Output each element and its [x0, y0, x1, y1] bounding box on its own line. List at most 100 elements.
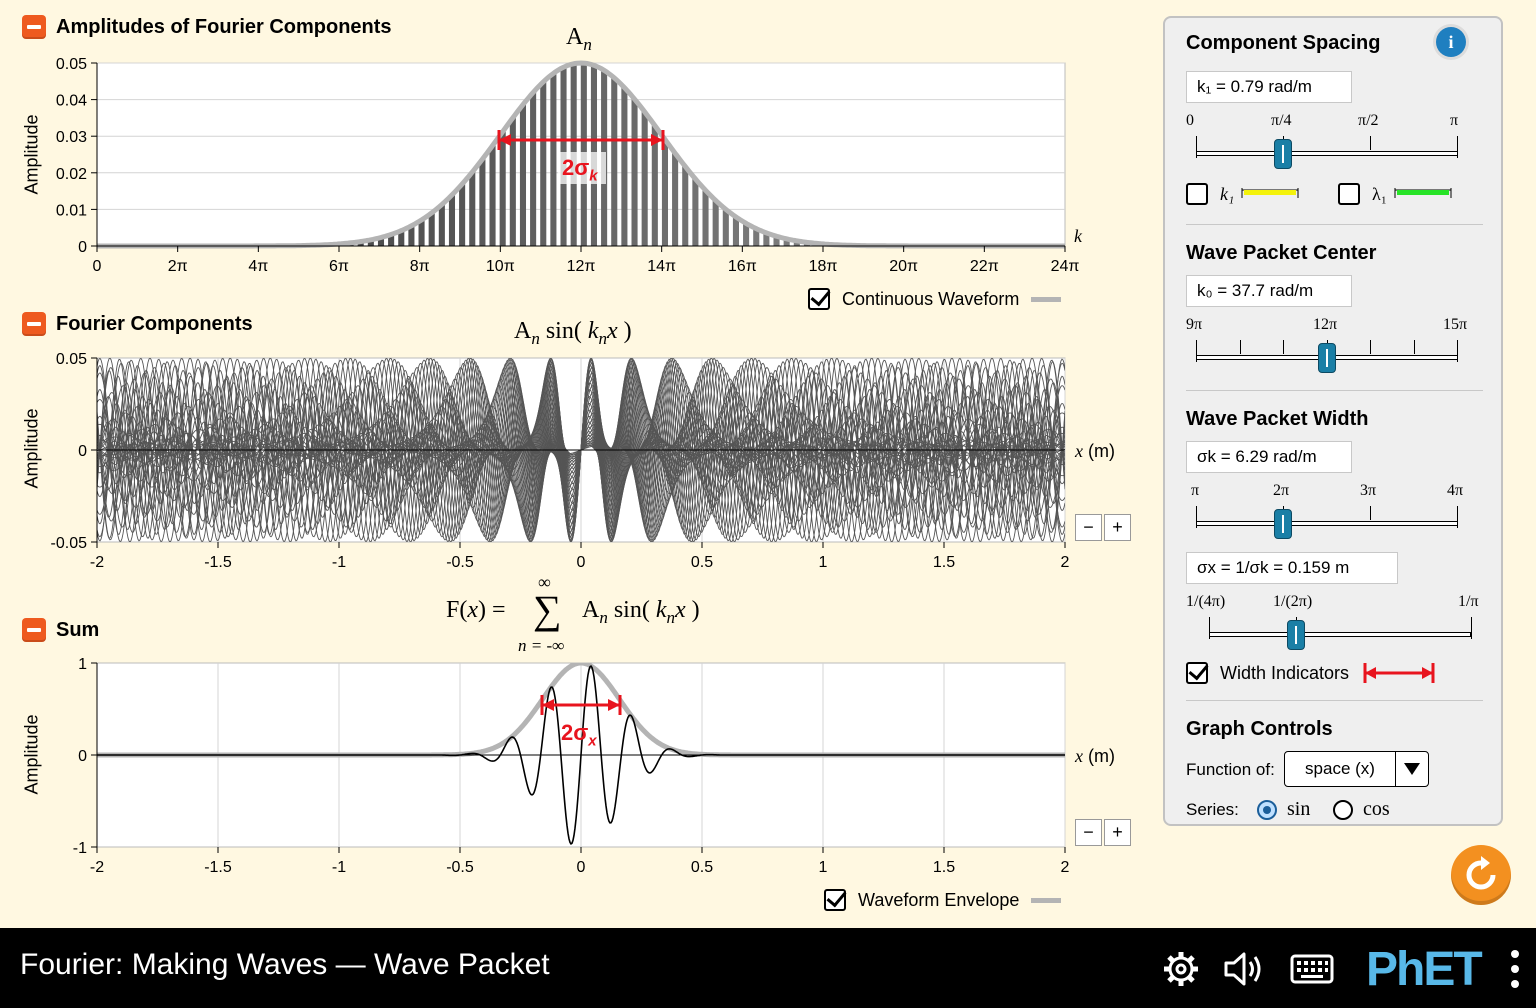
width-slider-thumb[interactable] [1274, 509, 1292, 539]
component-spacing-title: Component Spacing [1186, 32, 1381, 54]
series-sin-radio-button[interactable] [1257, 799, 1277, 820]
amp-x-tick-label: 24π [1051, 258, 1080, 275]
sigma-k-readout: σk = 6.29 rad/m [1186, 441, 1352, 473]
k1-checkbox[interactable]: k₁ [1186, 183, 1300, 205]
y-tick-label: 1 [78, 656, 87, 673]
gear-icon[interactable] [1162, 950, 1200, 988]
amplitudes-equation: An [566, 24, 592, 54]
center-slider-thumb[interactable] [1318, 343, 1336, 373]
info-icon[interactable]: i [1436, 27, 1466, 57]
x-tick-label: 1.5 [933, 554, 955, 571]
x-tick-label: 2 [1061, 859, 1070, 876]
sum-width-label: 2σx [561, 720, 597, 750]
phet-logo[interactable]: PhET [1366, 943, 1483, 996]
amplitude-bar [367, 239, 374, 246]
sum-zoom-out-button[interactable]: − [1075, 819, 1102, 846]
series-sin-label: sin [1287, 798, 1311, 820]
amplitude-bar [682, 166, 689, 246]
sum-zoom-controls: − + [1075, 819, 1131, 846]
x-tick-label: 0 [577, 554, 586, 571]
width-indicator-icon [1363, 663, 1435, 683]
amplitude-bar [519, 104, 527, 246]
width-tick-3: 4π [1447, 482, 1464, 499]
x-tick-label: 0 [577, 859, 586, 876]
series-cos-radio[interactable]: cos [1333, 798, 1390, 821]
amplitude-bar [530, 92, 537, 246]
center-tick-2: 15π [1443, 316, 1468, 333]
width-indicators-checkbox[interactable]: Width Indicators [1186, 662, 1435, 684]
sum-zoom-in-button[interactable]: + [1104, 819, 1131, 846]
waveform-envelope-checkbox[interactable]: Waveform Envelope [824, 889, 1062, 911]
sum-x-unit: x (m) [1075, 746, 1115, 766]
amplitude-bar [550, 73, 557, 246]
amp-x-tick-label: 20π [889, 258, 918, 275]
continuous-waveform-checkbox[interactable]: Continuous Waveform [808, 288, 1062, 310]
amp-x-tick-label: 16π [728, 258, 757, 275]
amp-y-tick-label: 0.01 [56, 202, 87, 219]
amplitude-bar [672, 153, 679, 246]
amplitude-bar [469, 172, 476, 246]
amp-x-tick-label: 22π [970, 258, 999, 275]
y-tick-label: 0.05 [56, 351, 87, 368]
waveform-envelope-checkbox-box[interactable] [824, 889, 846, 911]
x-tick-label: 1 [819, 859, 828, 876]
components-zoom-out-button[interactable]: − [1075, 514, 1102, 541]
components-equation: An sin( knx ) [514, 318, 632, 348]
components-collapse-button[interactable] [22, 312, 46, 336]
more-options-icon[interactable] [1508, 948, 1522, 990]
function-of-value: space (x) [1285, 752, 1396, 786]
amplitudes-collapse-button[interactable] [22, 15, 46, 39]
amplitudes-width-label: 2σk [562, 155, 598, 185]
width-indicators-checkbox-box[interactable] [1186, 662, 1208, 684]
sum-collapse-button[interactable] [22, 618, 46, 642]
components-zoom-in-button[interactable]: + [1104, 514, 1131, 541]
keyboard-icon[interactable] [1290, 954, 1334, 984]
x-tick-label: -1 [332, 859, 346, 876]
amplitudes-x-unit: k [1074, 226, 1082, 246]
amplitude-bar [743, 223, 750, 246]
chevron-down-icon[interactable] [1396, 752, 1428, 786]
continuous-waveform-legend-line [1031, 296, 1062, 302]
k1-checkbox-label: k₁ [1220, 183, 1235, 204]
x-tick-label: -0.5 [446, 554, 474, 571]
sum-equation-lhs: F(x) = [446, 597, 506, 623]
center-tick-1: 12π [1313, 316, 1338, 333]
amplitude-bar [773, 236, 780, 246]
waveform-envelope-label: Waveform Envelope [858, 889, 1020, 910]
amp-x-tick-label: 6π [329, 258, 349, 275]
amplitude-bar [661, 139, 669, 246]
reset-all-button[interactable] [1451, 845, 1511, 905]
k1-readout: k₁ = 0.79 rad/m [1186, 71, 1352, 103]
k1-checkbox-box[interactable] [1186, 183, 1208, 205]
lambda1-checkbox[interactable]: λ₁ [1338, 183, 1453, 205]
amp-y-tick-label: 0.02 [56, 166, 87, 183]
sigma-x-slider-track[interactable] [1209, 632, 1471, 637]
amplitudes-chart: 0 0.01 0.02 0.03 0.04 0.05 0 2π 4π 6π 8π 10π 12π 14π 1… [56, 56, 1080, 275]
lambda1-checkbox-box[interactable] [1338, 183, 1360, 205]
spacing-slider-thumb[interactable] [1274, 139, 1292, 169]
speaker-icon[interactable] [1222, 950, 1266, 988]
wave-packet-center-title: Wave Packet Center [1186, 242, 1377, 264]
amplitude-bar [631, 99, 638, 246]
amplitude-bar [641, 111, 648, 247]
spacing-slider-track[interactable] [1196, 151, 1458, 156]
amplitude-bar [712, 200, 719, 246]
sum-equation-rhs: An sin( knx ) [582, 597, 700, 627]
amplitude-bar [418, 219, 425, 246]
k0-readout: k₀ = 37.7 rad/m [1186, 275, 1352, 307]
x-tick-label: 0.5 [691, 859, 713, 876]
sigma-x-slider-thumb[interactable] [1287, 620, 1305, 650]
amp-x-tick-label: 2π [168, 258, 188, 275]
x-tick-label: -1.5 [204, 859, 232, 876]
amp-y-tick-label: 0 [78, 239, 87, 256]
sigma-x-readout: σx = 1/σk = 0.159 m [1186, 552, 1398, 584]
amplitude-bar [783, 238, 790, 246]
series-sin-radio[interactable]: sin [1257, 798, 1310, 821]
function-of-dropdown[interactable]: space (x) [1284, 751, 1429, 787]
width-slider-track[interactable] [1196, 521, 1458, 526]
components-x-unit: x (m) [1075, 441, 1115, 461]
x-tick-label: -2 [90, 859, 104, 876]
series-cos-radio-button[interactable] [1333, 799, 1353, 820]
wave-packet-width-title: Wave Packet Width [1186, 408, 1369, 430]
continuous-waveform-checkbox-box[interactable] [808, 288, 830, 310]
